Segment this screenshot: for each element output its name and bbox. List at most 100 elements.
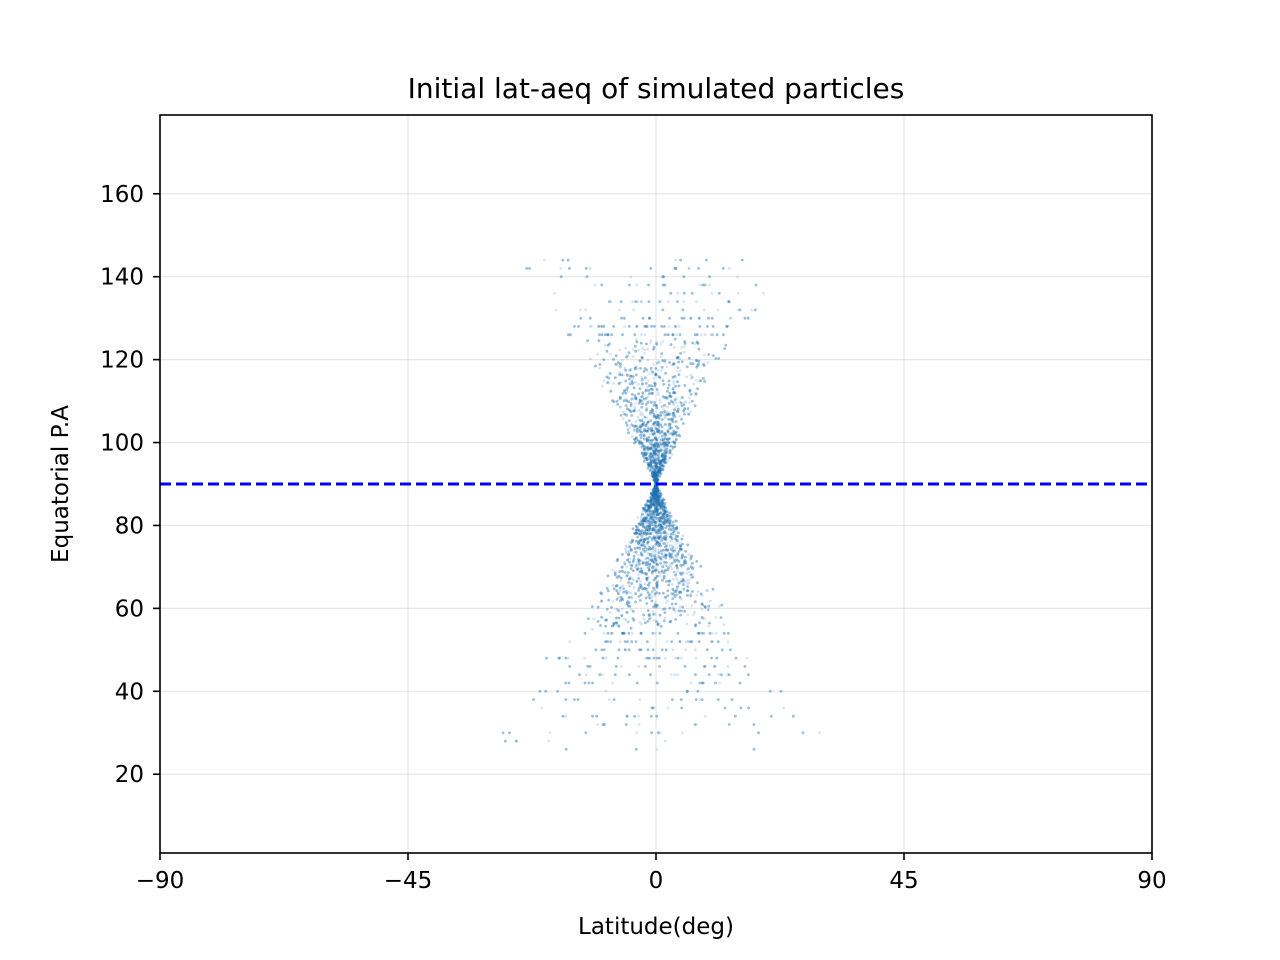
scatter-point: [626, 428, 630, 431]
scatter-point: [676, 579, 680, 582]
scatter-point: [651, 520, 655, 524]
scatter-point: [676, 404, 679, 408]
scatter-point: [662, 441, 666, 445]
scatter-point: [650, 458, 653, 461]
scatter-point: [664, 545, 667, 549]
scatter-point: [691, 573, 694, 577]
scatter-point: [635, 580, 638, 584]
scatter-point: [655, 486, 658, 489]
scatter-point: [561, 258, 565, 262]
scatter-point: [682, 291, 686, 295]
scatter-point: [663, 549, 666, 553]
scatter-point: [648, 562, 652, 566]
scatter-point: [651, 572, 654, 576]
scatter-point: [658, 497, 662, 500]
scatter-point: [661, 451, 665, 455]
scatter-point: [661, 501, 665, 505]
scatter-point: [726, 631, 730, 635]
scatter-point: [661, 570, 665, 574]
scatter-point: [676, 410, 680, 414]
scatter-point: [658, 521, 662, 525]
scatter-point: [643, 457, 647, 461]
scatter-point: [598, 366, 601, 370]
scatter-point: [657, 489, 661, 493]
scatter-point: [681, 396, 684, 399]
scatter-point: [647, 562, 651, 566]
scatter-point: [625, 714, 629, 718]
scatter-point: [671, 388, 675, 391]
scatter-point: [668, 422, 671, 426]
scatter-point: [625, 574, 629, 577]
scatter-point: [673, 656, 677, 660]
scatter-point: [688, 396, 691, 400]
scatter-point: [631, 577, 634, 580]
scatter-point: [654, 477, 658, 480]
scatter-point: [588, 325, 592, 328]
scatter-point: [655, 480, 659, 483]
scatter-point: [640, 375, 643, 379]
scatter-point: [665, 444, 669, 447]
scatter-point: [669, 532, 673, 536]
scatter-point: [609, 300, 613, 303]
scatter-point: [672, 523, 676, 527]
scatter-point: [647, 516, 650, 520]
scatter-point: [689, 681, 693, 685]
scatter-point: [721, 267, 725, 270]
scatter-point: [605, 607, 609, 611]
scatter-point: [656, 553, 660, 557]
scatter-point: [727, 300, 730, 303]
scatter-point: [627, 596, 630, 600]
scatter-point: [600, 283, 604, 287]
scatter-point: [641, 446, 644, 450]
scatter-point: [671, 588, 675, 591]
scatter-point: [711, 640, 715, 643]
scatter-point: [640, 381, 644, 385]
scatter-point: [689, 409, 692, 413]
scatter-point: [714, 681, 717, 685]
scatter-point: [648, 558, 651, 561]
scatter-point: [628, 426, 631, 429]
scatter-point: [663, 448, 667, 451]
scatter-point: [652, 501, 656, 505]
scatter-point: [662, 445, 666, 449]
scatter-point: [589, 357, 592, 361]
scatter-point: [657, 549, 660, 552]
scatter-point: [664, 596, 668, 600]
scatter-point: [647, 500, 650, 504]
scatter-point: [656, 731, 660, 735]
scatter-point: [635, 546, 639, 550]
scatter-point: [543, 258, 546, 262]
scatter-point: [662, 503, 666, 507]
scatter-point: [645, 448, 649, 451]
scatter-point: [673, 673, 677, 677]
scatter-point: [567, 333, 570, 337]
scatter-point: [514, 739, 517, 743]
scatter-point: [624, 346, 628, 350]
scatter-point: [679, 544, 682, 548]
scatter-point: [657, 527, 661, 531]
scatter-point: [646, 519, 650, 523]
scatter-point: [653, 494, 656, 498]
scatter-point: [658, 731, 662, 735]
scatter-point: [655, 507, 658, 511]
scatter-point: [606, 631, 610, 635]
scatter-point: [655, 388, 659, 391]
scatter-point: [679, 396, 683, 400]
scatter-point: [635, 438, 639, 442]
scatter-point: [659, 528, 663, 531]
scatter-point: [658, 518, 661, 521]
scatter-point: [647, 519, 650, 522]
scatter-point: [653, 536, 657, 540]
scatter-point: [656, 465, 660, 469]
scatter-point: [745, 656, 749, 660]
scatter-point: [694, 359, 698, 362]
scatter-point: [668, 422, 672, 425]
scatter-point: [653, 515, 657, 518]
scatter-point: [661, 526, 665, 530]
scatter-point: [626, 390, 630, 393]
scatter-point: [627, 631, 631, 635]
scatter-point: [654, 509, 658, 512]
scatter-point: [660, 531, 664, 535]
scatter-point: [638, 648, 641, 652]
scatter-point: [676, 592, 680, 596]
